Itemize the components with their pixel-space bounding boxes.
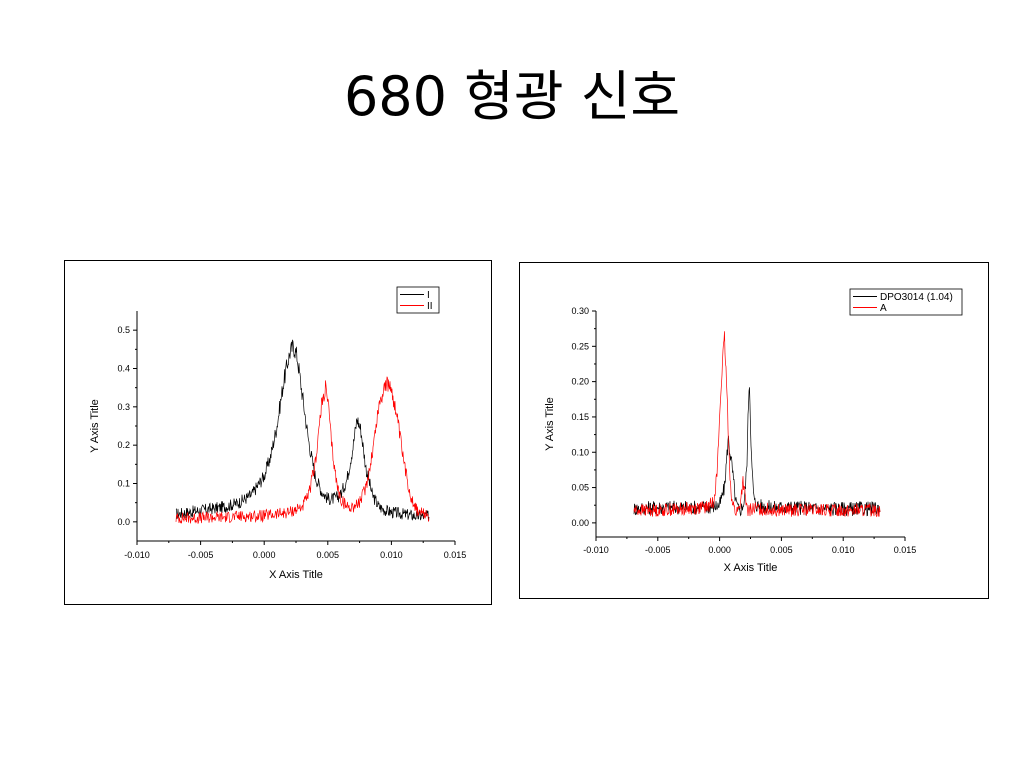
- y-tick-label: 0.0: [117, 517, 130, 527]
- right-chart-panel: -0.010 -0.005 0.000 0.005 0.010 0.015 0.00 0.05…: [519, 262, 989, 599]
- x-tick-label: -0.010: [583, 545, 609, 555]
- y-tick-label: 0.5: [117, 325, 130, 335]
- x-tick-label: 0.000: [253, 550, 276, 560]
- series-1-line: [633, 387, 881, 517]
- x-tick-label: 0.010: [832, 545, 855, 555]
- legend-box: [396, 286, 440, 314]
- series-2-line: [633, 331, 881, 518]
- x-tick-label: 0.015: [894, 545, 917, 555]
- legend-label: A: [880, 303, 887, 314]
- series-1-line: [175, 339, 430, 522]
- y-tick-label: 0.20: [571, 377, 589, 387]
- legend-label: II: [427, 301, 433, 312]
- y-tick-label: 0.05: [571, 483, 589, 493]
- y-tick-label: 0.00: [571, 518, 589, 528]
- left-chart: -0.010 -0.005 0.000 0.005 0.010 0.015 0.0 0.1 0.…: [89, 286, 467, 581]
- legend: DPO3014 (1.04)A: [849, 288, 963, 316]
- x-tick-label: 0.010: [380, 550, 403, 560]
- x-tick-label: -0.010: [124, 550, 150, 560]
- y-tick-label: 0.1: [117, 479, 130, 489]
- legend-label: I: [427, 290, 430, 301]
- y-tick-label: 0.3: [117, 402, 130, 412]
- legend-label: DPO3014 (1.04): [880, 292, 953, 303]
- y-tick-label: 0.30: [571, 306, 589, 316]
- y-tick-label: 0.10: [571, 447, 589, 457]
- left-chart-panel: -0.010 -0.005 0.000 0.005 0.010 0.015 0.0 0.1 0.…: [64, 260, 492, 605]
- y-tick-label: 0.25: [571, 341, 589, 351]
- y-axis-title: Y Axis Title: [89, 399, 101, 453]
- x-axis-title: X Axis Title: [269, 569, 323, 581]
- y-tick-label: 0.2: [117, 440, 130, 450]
- y-axis-title: Y Axis Title: [544, 397, 556, 451]
- x-tick-label: 0.000: [708, 545, 731, 555]
- x-tick-label: 0.005: [317, 550, 340, 560]
- legend: III: [396, 286, 440, 314]
- series-2-line: [175, 376, 430, 524]
- x-tick-label: 0.005: [770, 545, 793, 555]
- legend-box: [849, 288, 963, 316]
- x-tick-label: 0.015: [444, 550, 467, 560]
- slide-title: 680 형광 신호: [343, 65, 681, 128]
- x-tick-label: -0.005: [645, 545, 671, 555]
- x-tick-label: -0.005: [188, 550, 214, 560]
- y-tick-label: 0.4: [117, 364, 130, 374]
- x-axis-title: X Axis Title: [724, 562, 778, 574]
- right-chart: -0.010 -0.005 0.000 0.005 0.010 0.015 0.00 0.05…: [544, 288, 963, 574]
- y-tick-label: 0.15: [571, 412, 589, 422]
